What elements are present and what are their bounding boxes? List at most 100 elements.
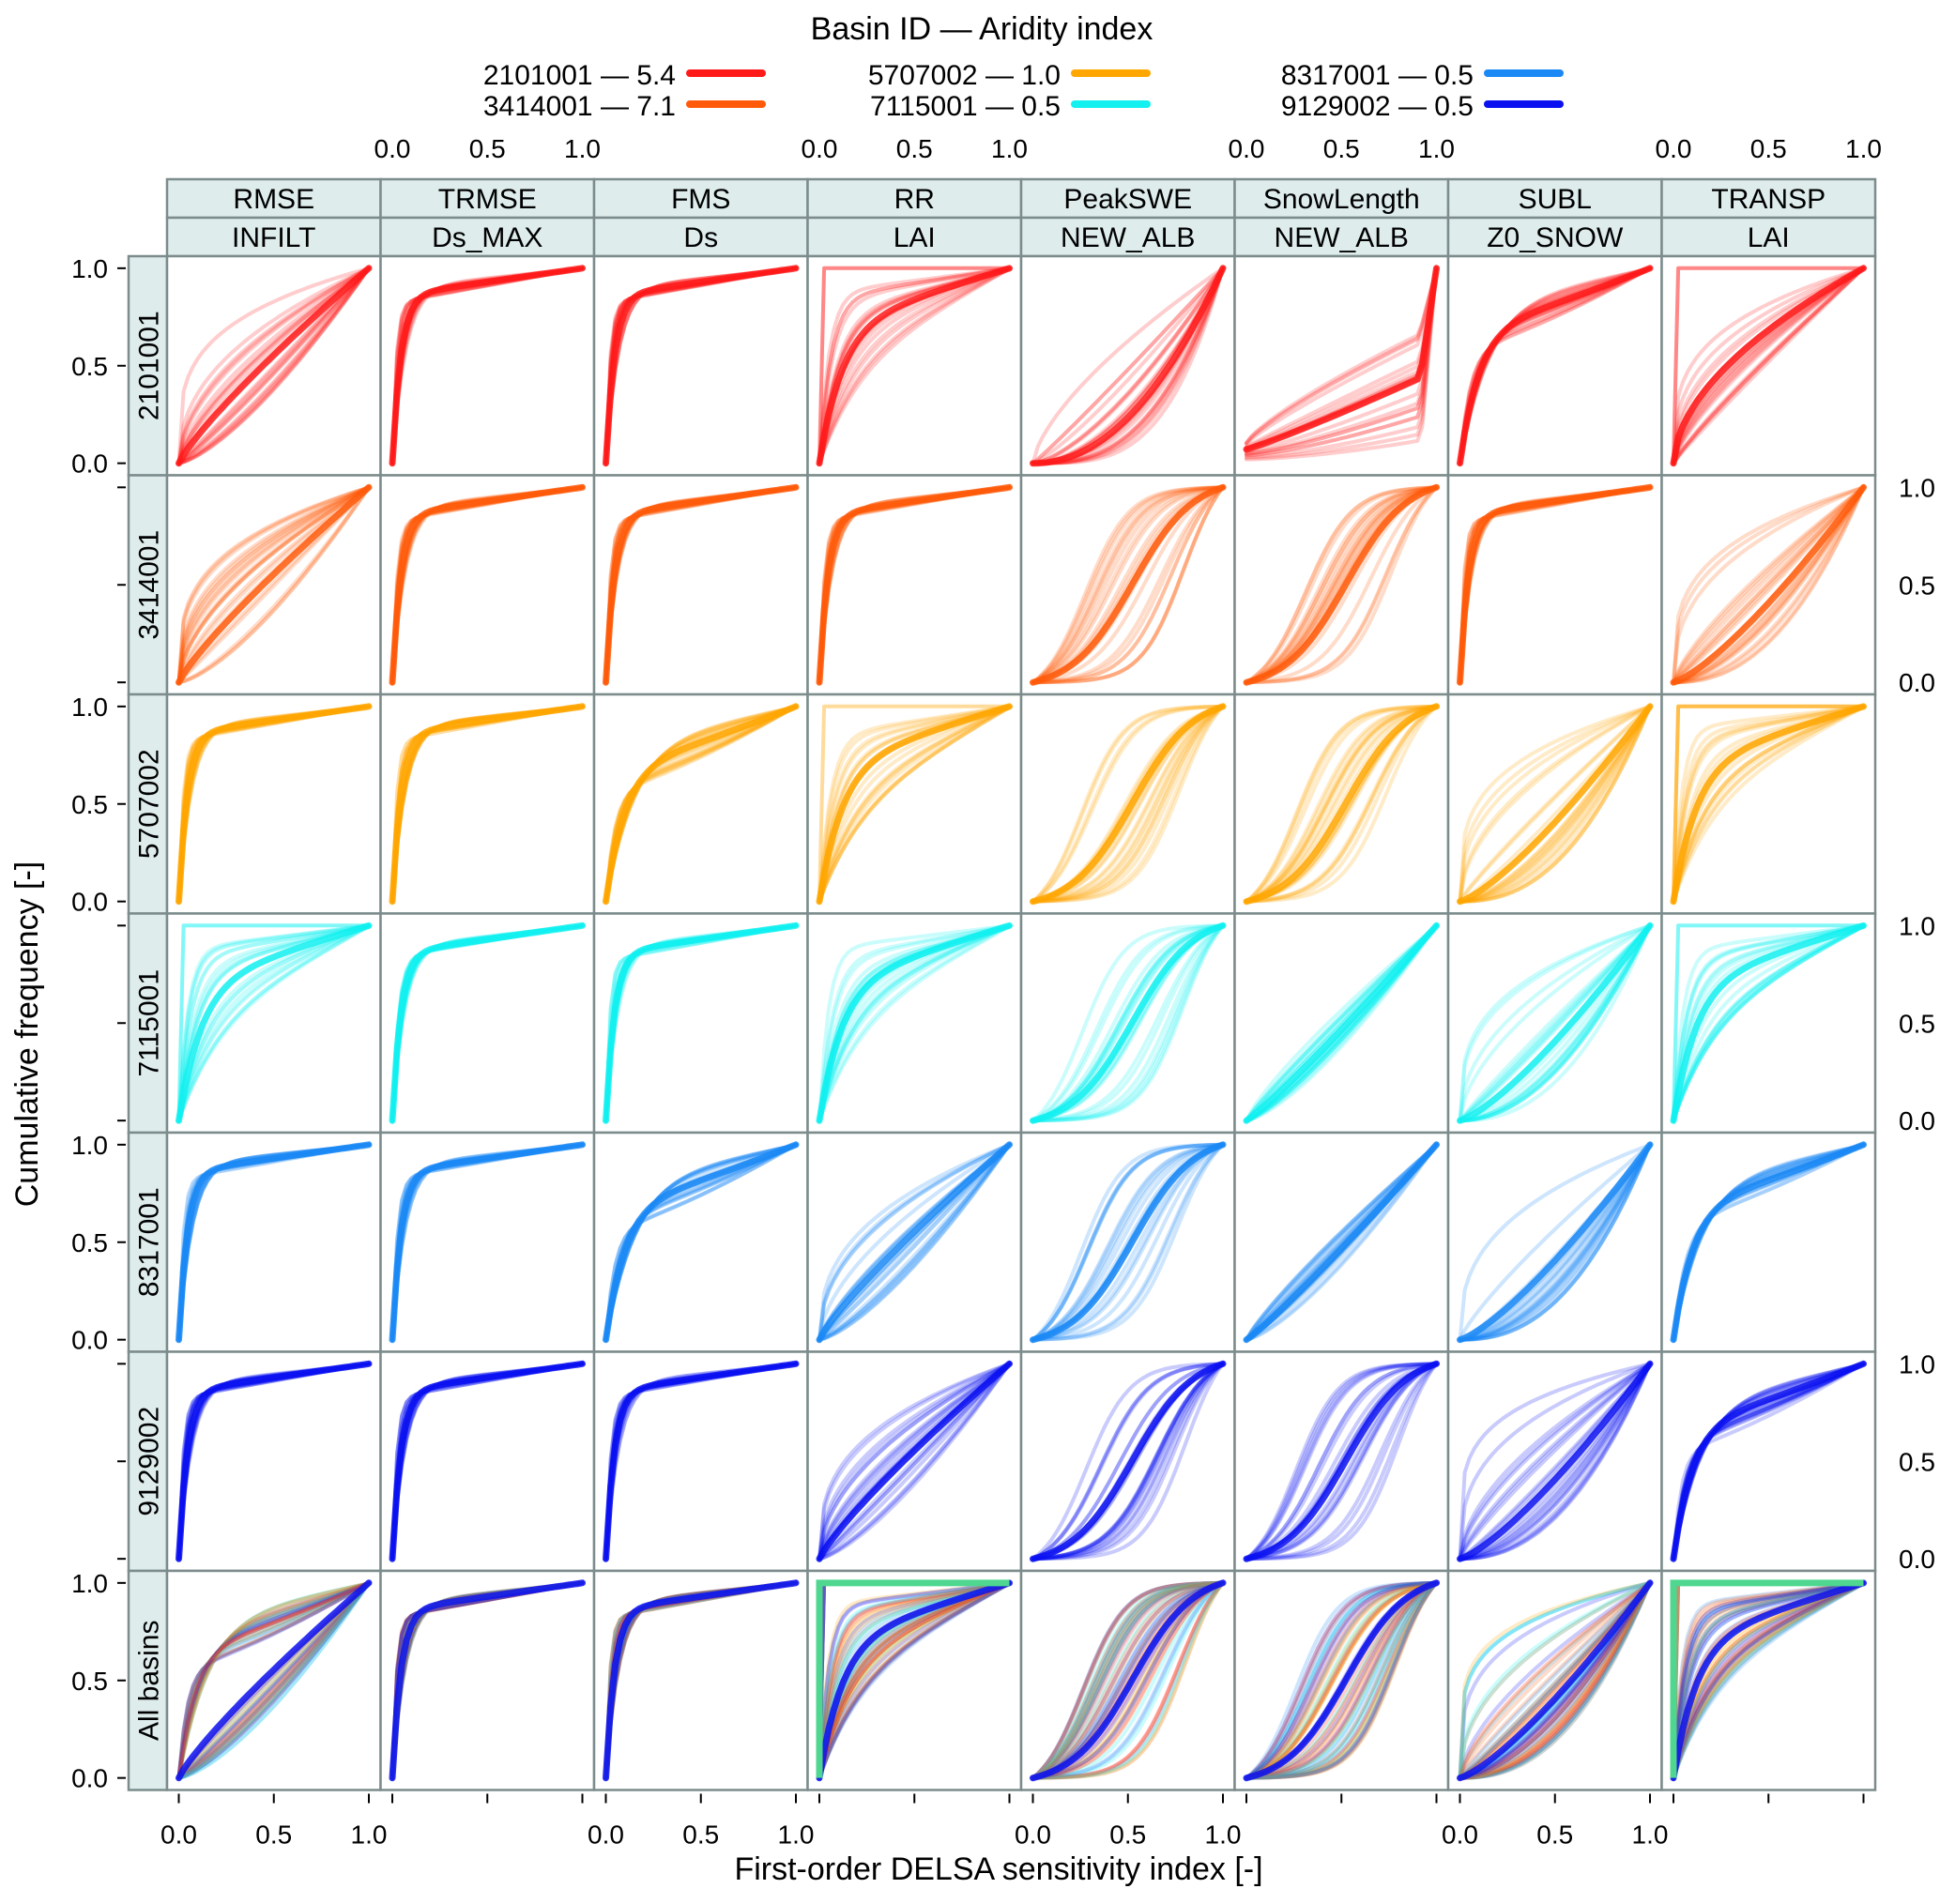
cdf-curve <box>1031 1580 1225 1780</box>
cdf-curve <box>1458 1362 1652 1561</box>
row-strips: 2101001 3414001 5707002 7115001 8317001 91290… <box>127 254 169 1791</box>
cdf-curve <box>1245 923 1439 1123</box>
strip-box <box>592 216 809 258</box>
cdf-curve <box>1245 1580 1439 1780</box>
cdf-curve <box>1245 1580 1439 1780</box>
bottom-tick-label: 1.0 <box>351 1820 388 1850</box>
panel-frame <box>1446 1569 1663 1791</box>
cdf-curve <box>176 1580 371 1780</box>
cdf-curve-dense <box>1670 483 1867 686</box>
cdf-curve <box>1031 1142 1225 1342</box>
cdf-curve <box>1245 485 1439 685</box>
cdf-curve <box>1031 704 1225 904</box>
panel-frame <box>165 1131 382 1353</box>
cdf-curve <box>1245 704 1439 904</box>
cdf-curve <box>1245 704 1439 904</box>
panel-frame <box>1660 474 1877 696</box>
cdf-curve <box>817 1580 1012 1780</box>
cdf-curve <box>1458 1580 1652 1780</box>
panel <box>165 1350 382 1573</box>
cdf-curve <box>176 1580 371 1780</box>
cdf-curve-dense <box>1670 703 1867 906</box>
left-tick-label: 1.0 <box>71 254 108 283</box>
panel-frame <box>165 1350 382 1573</box>
left-tick-label: 0.0 <box>71 1764 108 1793</box>
cdf-curve <box>1031 1362 1225 1561</box>
cdf-curve <box>1458 1142 1652 1342</box>
cdf-curve <box>817 1362 1012 1561</box>
cdf-curve <box>176 266 371 465</box>
top-tick-label: 0.0 <box>1229 134 1265 163</box>
cdf-curve <box>1458 704 1652 904</box>
cdf-curve <box>176 923 371 1123</box>
cdf-curve <box>1031 1142 1225 1342</box>
cdf-curve <box>1245 923 1439 1123</box>
panel-frame <box>379 1569 596 1791</box>
cdf-curve <box>1245 1580 1439 1780</box>
cdf-curve <box>176 266 371 465</box>
cdf-curve <box>1245 485 1439 685</box>
cdf-curve <box>1245 266 1439 455</box>
panel <box>1446 254 1663 477</box>
panel <box>379 254 596 477</box>
row-strip-label: 5707002 <box>134 749 165 859</box>
cdf-curve <box>1031 1362 1225 1561</box>
left-tick-label: 1.0 <box>71 1569 108 1598</box>
cdf-curve-dense <box>176 1360 373 1562</box>
cdf-curve-dense <box>176 483 373 686</box>
cdf-curve <box>1672 924 1866 1123</box>
cdf-curve <box>1458 923 1652 1123</box>
panel-frame <box>592 254 809 477</box>
cdf-curve <box>1245 1580 1439 1780</box>
cdf-curve <box>176 266 371 465</box>
cdf-curve <box>1458 1142 1652 1342</box>
cdf-curve <box>1458 1580 1652 1780</box>
cdf-curve <box>1672 705 1866 904</box>
cdf-curve <box>1458 1580 1652 1780</box>
cdf-curve <box>1458 1580 1652 1780</box>
left-y-axis: 0.0 0.5 1.0 0.0 0.5 1.0 0.0 0.5 1.0 0.0 0.5 1.0 <box>71 254 126 1793</box>
cdf-curve <box>1245 1580 1439 1780</box>
cdf-curve <box>1458 1362 1652 1561</box>
cdf-curve <box>1245 704 1439 904</box>
cdf-curve <box>176 1580 371 1780</box>
cdf-curve <box>1458 1580 1652 1780</box>
panel <box>1660 254 1877 477</box>
cdf-curve <box>1672 1580 1866 1780</box>
cdf-curve <box>1031 485 1225 685</box>
cdf-curve <box>1458 1580 1652 1780</box>
cdf-curve <box>1245 1362 1439 1561</box>
cdf-curve <box>1031 1580 1225 1780</box>
top-tick-label: 0.0 <box>1656 134 1692 163</box>
cdf-curve <box>817 1362 1012 1561</box>
row-strip-label: 8317001 <box>134 1187 165 1297</box>
panel-frame <box>1019 912 1236 1135</box>
panel <box>1446 912 1663 1135</box>
cdf-curve <box>1672 1581 1866 1780</box>
panel <box>1019 693 1236 915</box>
cdf-curve-dense <box>1030 1579 1227 1782</box>
cdf-curve <box>1458 923 1652 1123</box>
top-tick-label: 0.0 <box>802 134 838 163</box>
cdf-curve <box>1031 1580 1225 1780</box>
cdf-curve <box>1458 1580 1652 1780</box>
cdf-curve <box>1458 1580 1652 1780</box>
cdf-curve <box>817 1362 1012 1561</box>
cdf-curve <box>1672 923 1866 1123</box>
cdf-curve <box>1672 704 1866 904</box>
cdf-curve <box>1458 1580 1652 1780</box>
cdf-curve <box>1245 1580 1439 1780</box>
cdf-curve <box>1458 1580 1652 1780</box>
cdf-curve <box>1031 1362 1225 1561</box>
cdf-curve <box>1031 1362 1225 1561</box>
cdf-curve <box>1245 1580 1439 1780</box>
cdf-curve <box>1031 923 1225 1123</box>
cdf-curve <box>176 923 371 1123</box>
cdf-curve <box>817 704 1012 904</box>
row-strip-box <box>127 474 169 696</box>
panel <box>165 1569 382 1791</box>
panel <box>165 1131 382 1353</box>
cdf-curve <box>817 1581 1012 1780</box>
cdf-curve <box>1245 1580 1439 1780</box>
cdf-curve <box>1458 1580 1652 1780</box>
